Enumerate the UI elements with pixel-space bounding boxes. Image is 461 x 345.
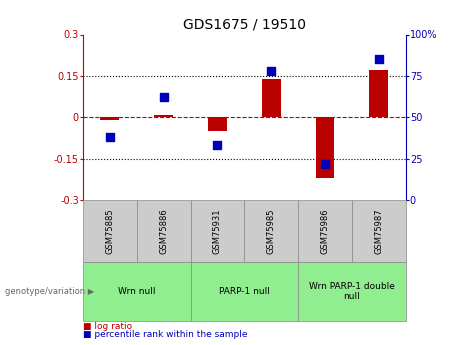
Text: genotype/variation ▶: genotype/variation ▶: [5, 287, 94, 296]
Bar: [154, 115, 173, 117]
Bar: [100, 117, 119, 120]
Point: [267, 68, 275, 74]
Text: ■ percentile rank within the sample: ■ percentile rank within the sample: [83, 330, 248, 339]
Bar: [298, 262, 406, 321]
Text: Wrn PARP-1 double
null: Wrn PARP-1 double null: [309, 282, 395, 301]
Point: [321, 161, 329, 166]
Text: GSM75987: GSM75987: [374, 208, 383, 254]
Text: GSM75885: GSM75885: [106, 208, 114, 254]
Bar: [190, 262, 298, 321]
Point: [214, 143, 221, 148]
Point: [160, 95, 167, 100]
Text: ■ log ratio: ■ log ratio: [83, 322, 132, 331]
Bar: [298, 200, 352, 262]
Bar: [190, 200, 244, 262]
Text: PARP-1 null: PARP-1 null: [219, 287, 270, 296]
Point: [375, 57, 383, 62]
Bar: [244, 200, 298, 262]
Bar: [316, 117, 334, 178]
Bar: [262, 79, 281, 117]
Text: GSM75985: GSM75985: [267, 208, 276, 254]
Text: GSM75931: GSM75931: [213, 208, 222, 254]
Bar: [137, 200, 190, 262]
Text: GSM75886: GSM75886: [159, 208, 168, 254]
Text: GSM75986: GSM75986: [320, 208, 330, 254]
Point: [106, 135, 113, 140]
Bar: [83, 262, 190, 321]
Bar: [208, 117, 227, 131]
Title: GDS1675 / 19510: GDS1675 / 19510: [183, 18, 306, 32]
Bar: [369, 70, 388, 117]
Bar: [352, 200, 406, 262]
Bar: [83, 200, 137, 262]
Text: Wrn null: Wrn null: [118, 287, 155, 296]
